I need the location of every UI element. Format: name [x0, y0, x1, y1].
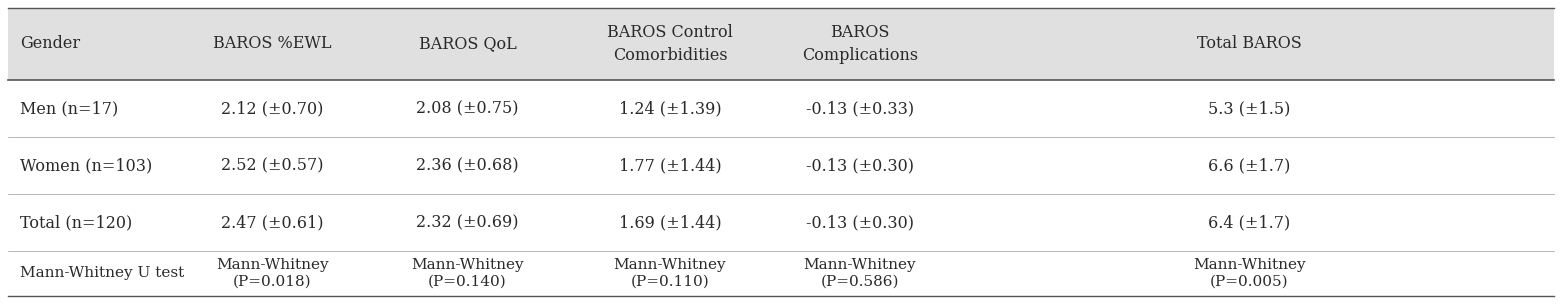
Text: 1.24 (±1.39): 1.24 (±1.39)	[619, 100, 722, 117]
Text: Mann-Whitney
(P=0.110): Mann-Whitney (P=0.110)	[614, 258, 726, 289]
Text: 6.4 (±1.7): 6.4 (±1.7)	[1209, 214, 1290, 231]
Bar	[8, 8, 1554, 80]
Text: 2.32 (±0.69): 2.32 (±0.69)	[415, 214, 519, 231]
Text: 2.47 (±0.61): 2.47 (±0.61)	[222, 214, 323, 231]
Text: 5.3 (±1.5): 5.3 (±1.5)	[1209, 100, 1290, 117]
Text: BAROS %EWL: BAROS %EWL	[214, 36, 331, 53]
Text: 2.36 (±0.68): 2.36 (±0.68)	[415, 157, 519, 174]
Text: 1.77 (±1.44): 1.77 (±1.44)	[619, 157, 722, 174]
Text: BAROS QoL: BAROS QoL	[419, 36, 517, 53]
Text: Total BAROS: Total BAROS	[1196, 36, 1301, 53]
Text: Total (n=120): Total (n=120)	[20, 214, 133, 231]
Text: 2.12 (±0.70): 2.12 (±0.70)	[222, 100, 323, 117]
Text: BAROS Control
Comorbidities: BAROS Control Comorbidities	[608, 24, 733, 64]
Text: Mann-Whitney
(P=0.005): Mann-Whitney (P=0.005)	[1193, 258, 1306, 289]
Text: 6.6 (±1.7): 6.6 (±1.7)	[1209, 157, 1290, 174]
Text: -0.13 (±0.30): -0.13 (±0.30)	[806, 214, 914, 231]
Text: Mann-Whitney
(P=0.586): Mann-Whitney (P=0.586)	[804, 258, 917, 289]
Text: Mann-Whitney
(P=0.140): Mann-Whitney (P=0.140)	[411, 258, 523, 289]
Text: 1.69 (±1.44): 1.69 (±1.44)	[619, 214, 722, 231]
Text: Gender: Gender	[20, 36, 81, 53]
Text: -0.13 (±0.30): -0.13 (±0.30)	[806, 157, 914, 174]
Text: 2.08 (±0.75): 2.08 (±0.75)	[415, 100, 519, 117]
Text: Men (n=17): Men (n=17)	[20, 100, 119, 117]
Text: BAROS
Complications: BAROS Complications	[801, 24, 918, 64]
Text: Women (n=103): Women (n=103)	[20, 157, 153, 174]
Text: Mann-Whitney U test: Mann-Whitney U test	[20, 267, 184, 281]
Text: 2.52 (±0.57): 2.52 (±0.57)	[222, 157, 323, 174]
Text: -0.13 (±0.33): -0.13 (±0.33)	[806, 100, 914, 117]
Text: Mann-Whitney
(P=0.018): Mann-Whitney (P=0.018)	[216, 258, 330, 289]
